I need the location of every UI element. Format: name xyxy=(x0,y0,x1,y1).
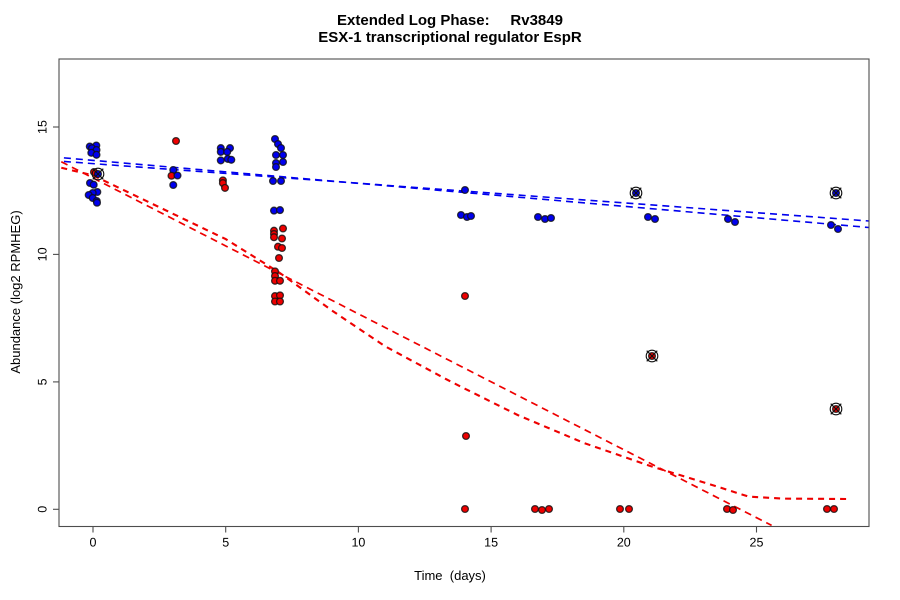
svg-text:25: 25 xyxy=(750,536,764,550)
svg-text:15: 15 xyxy=(35,120,49,134)
svg-text:10: 10 xyxy=(35,247,49,261)
svg-text:5: 5 xyxy=(35,378,49,385)
svg-text:5: 5 xyxy=(222,536,229,550)
svg-text:0: 0 xyxy=(90,536,97,550)
svg-text:10: 10 xyxy=(351,536,365,550)
svg-text:0: 0 xyxy=(35,506,49,513)
svg-text:15: 15 xyxy=(484,536,498,550)
svg-text:20: 20 xyxy=(617,536,631,550)
